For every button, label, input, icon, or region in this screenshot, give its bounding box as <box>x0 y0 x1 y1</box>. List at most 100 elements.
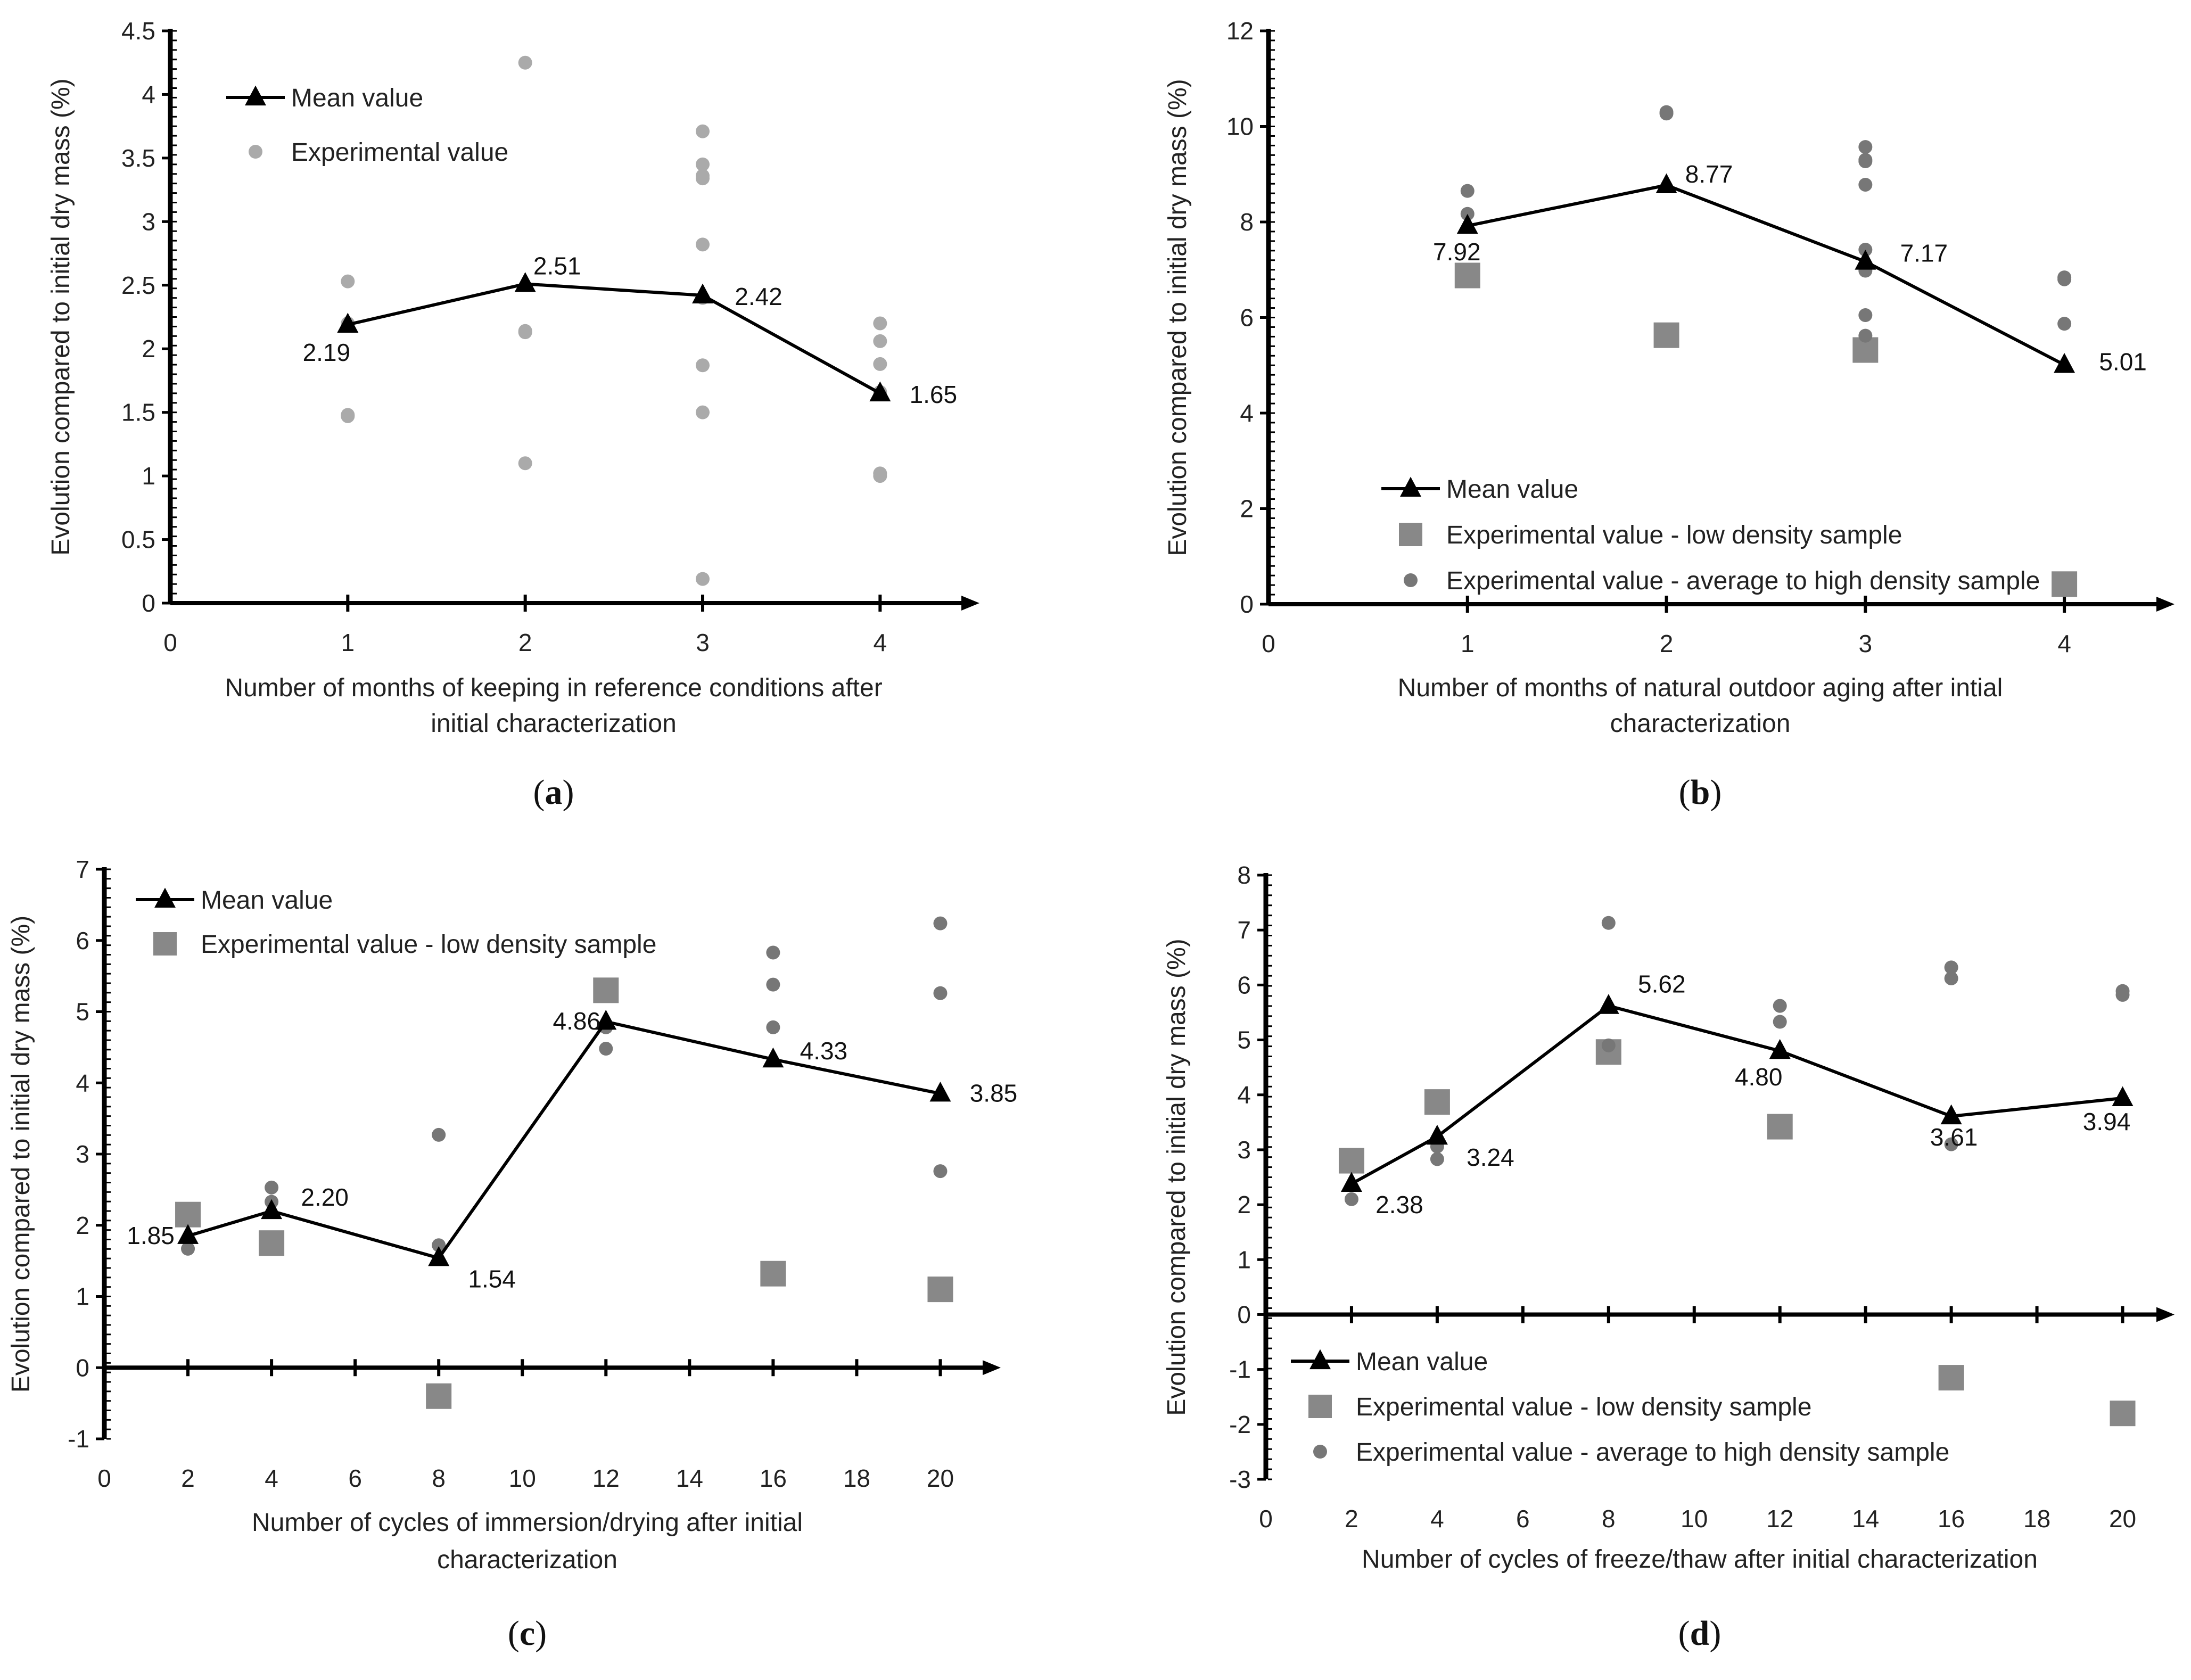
low-density-point <box>1424 1089 1450 1115</box>
experimental-point <box>432 1238 446 1253</box>
x-axis-arrow <box>983 1360 1001 1376</box>
mean-line <box>347 282 881 395</box>
mean-data-label: 4.80 <box>1735 1063 1783 1091</box>
x-tick-label: 3 <box>1859 630 1873 657</box>
legend-label: Mean value <box>201 886 333 915</box>
mean-point-marker <box>1456 213 1478 234</box>
y-tick-label: 1 <box>76 1283 89 1311</box>
experimental-point <box>1944 960 1958 975</box>
experimental-point <box>696 124 710 138</box>
x-tick-label: 16 <box>760 1464 787 1492</box>
y-tick-label: 0 <box>142 589 155 617</box>
legend-circle-icon <box>1404 573 1418 587</box>
mean-data-label: 2.51 <box>533 252 581 279</box>
x-axis-arrow <box>961 596 979 611</box>
x-tick-label: 10 <box>1681 1505 1708 1533</box>
x-tick-label: 2 <box>518 629 532 656</box>
y-tick-label: 6 <box>76 927 89 954</box>
experimental-point <box>766 977 780 992</box>
mean-data-label: 4.86 <box>553 1007 601 1035</box>
legend-label: Mean value <box>291 84 423 112</box>
y-tick-label: 6 <box>1240 304 1254 332</box>
panel-caption: (a) <box>533 773 574 812</box>
experimental-point <box>1944 1137 1958 1151</box>
y-tick-label: -1 <box>1229 1356 1251 1383</box>
low-density-point <box>1338 1148 1364 1174</box>
low-density-point <box>927 1277 953 1303</box>
mean-point-marker <box>428 1246 450 1266</box>
mean-data-label: 3.24 <box>1467 1143 1514 1171</box>
y-tick-label: -2 <box>1229 1411 1251 1438</box>
y-tick-label: 4 <box>142 80 155 108</box>
mean-point-marker <box>1769 1039 1791 1059</box>
x-tick-label: 8 <box>432 1464 446 1492</box>
legend-circle-icon <box>1313 1445 1327 1459</box>
legend-circle-icon <box>249 145 262 159</box>
experimental-point <box>518 55 532 70</box>
experimental-point <box>873 334 887 348</box>
x-tick-label: 18 <box>843 1464 870 1492</box>
mean-data-label: 7.17 <box>1900 239 1948 267</box>
low-density-point <box>1938 1365 1964 1391</box>
mean-point-marker <box>2054 353 2075 373</box>
y-tick-label: 3.5 <box>121 144 155 172</box>
legend-label: Experimental value - low density sample <box>1446 521 1902 549</box>
low-density-point <box>2052 571 2078 597</box>
legend-label: Experimental value - average to high den… <box>1446 567 2040 595</box>
mean-data-label: 1.65 <box>910 381 958 408</box>
y-tick-label: 7 <box>76 855 89 883</box>
low-density-point <box>1653 322 1679 348</box>
mean-data-label: 5.62 <box>1638 970 1686 998</box>
experimental-point <box>181 1241 195 1256</box>
mean-point-marker <box>595 1009 617 1030</box>
experimental-point <box>696 405 710 419</box>
x-tick-label: 1 <box>1461 630 1475 657</box>
mean-point-marker <box>692 283 713 304</box>
mean-point-marker <box>1426 1124 1448 1145</box>
y-tick-label: 4 <box>1240 399 1254 427</box>
x-tick-label: 16 <box>1938 1505 1965 1533</box>
experimental-point <box>1773 1015 1787 1029</box>
x-axis-title: characterization <box>1610 710 1791 738</box>
y-tick-label: 2 <box>76 1212 89 1239</box>
mean-point-marker <box>1597 994 1619 1014</box>
y-tick-label: 8 <box>1237 861 1251 889</box>
experimental-point <box>1601 916 1616 930</box>
legend-label: Experimental value - low density sample <box>1356 1393 1811 1421</box>
mean-point-marker <box>2112 1086 2134 1107</box>
experimental-point <box>933 986 948 1000</box>
x-tick-label: 1 <box>341 629 355 656</box>
experimental-point <box>766 945 780 960</box>
mean-data-label: 1.85 <box>127 1222 175 1249</box>
y-tick-label: 4.5 <box>121 17 155 45</box>
low-density-point <box>259 1230 285 1256</box>
y-tick-label: 0 <box>1237 1300 1251 1328</box>
low-density-point <box>1767 1114 1793 1140</box>
mean-point-marker <box>1340 1172 1362 1192</box>
y-tick-label: 8 <box>1240 208 1254 236</box>
experimental-point <box>766 1020 780 1034</box>
experimental-point <box>696 157 710 171</box>
y-tick-label: 0.5 <box>121 526 155 554</box>
low-density-point <box>760 1261 786 1287</box>
legend-square-icon <box>1399 523 1422 546</box>
experimental-point <box>1944 971 1958 985</box>
x-tick-label: 4 <box>265 1464 278 1492</box>
x-tick-label: 12 <box>592 1464 620 1492</box>
legend-square-icon <box>1308 1395 1332 1418</box>
y-tick-label: 0 <box>1240 590 1254 618</box>
y-tick-label: 5 <box>76 998 89 1026</box>
experimental-point <box>1773 999 1787 1013</box>
y-tick-label: 2.5 <box>121 271 155 299</box>
x-axis-arrow <box>2156 597 2174 612</box>
experimental-point <box>432 1127 446 1142</box>
x-tick-label: 6 <box>1516 1505 1530 1533</box>
experimental-point <box>1430 1152 1444 1166</box>
panel-caption: (c) <box>508 1614 547 1653</box>
x-tick-label: 2 <box>1345 1505 1358 1533</box>
mean-point-marker <box>514 272 536 292</box>
experimental-point <box>518 456 532 471</box>
legend-label: Experimental value - low density sample <box>201 930 656 959</box>
